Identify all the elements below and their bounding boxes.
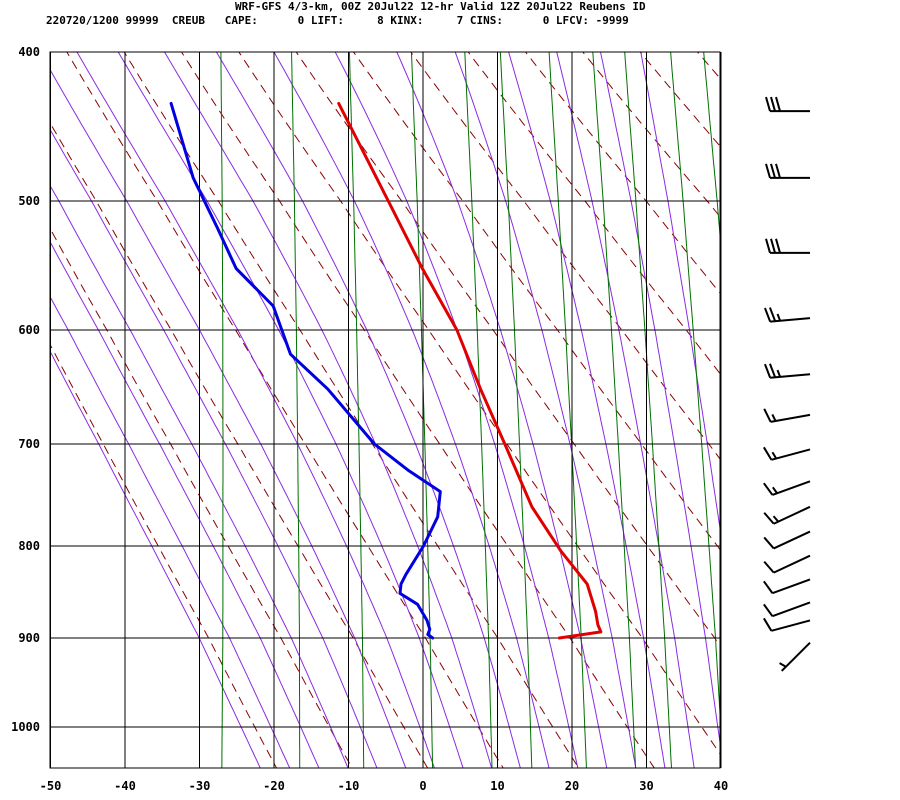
wind-barb — [765, 163, 810, 179]
moist-adiabat — [50, 184, 349, 768]
wind-barb — [763, 617, 811, 632]
dry-adiabat — [467, 52, 720, 375]
moist-adiabat — [50, 350, 261, 768]
dry-adiabat — [639, 52, 720, 147]
dry-adiabat — [582, 52, 720, 218]
x-tick-label: 0 — [419, 779, 426, 793]
wind-barb — [763, 530, 811, 550]
mixing-ratio-line — [670, 52, 720, 722]
moist-adiabat — [640, 52, 720, 532]
moist-adiabat — [334, 52, 579, 768]
y-tick-labels: 400 500 600 700 800 900 1000 — [11, 45, 40, 734]
dry-adiabat — [50, 227, 353, 768]
moist-adiabat — [76, 52, 435, 768]
moist-adiabat — [454, 52, 637, 768]
y-tick-label: 500 — [18, 194, 40, 208]
x-tick-label: 10 — [490, 779, 504, 793]
dry-adiabat — [740, 35, 900, 776]
dry-adiabat — [352, 52, 720, 551]
y-tick-label: 900 — [18, 631, 40, 645]
x-tick-label: -30 — [189, 779, 211, 793]
dry-adiabat — [854, 35, 900, 776]
dry-adiabat — [180, 52, 655, 768]
dry-adiabat — [696, 52, 720, 79]
wind-barb — [763, 408, 811, 423]
wind-barb — [763, 446, 811, 461]
wind-barb — [779, 641, 811, 672]
moist-adiabat — [396, 52, 608, 768]
x-tick-label: -10 — [338, 779, 360, 793]
mixing-ratio-line — [548, 52, 587, 768]
x-tick-label: 30 — [639, 779, 653, 793]
moist-adiabat — [599, 52, 720, 747]
dry-adiabat — [66, 52, 504, 768]
mixing-ratio-line — [464, 52, 493, 768]
wind-barb — [763, 601, 811, 618]
moist-adiabat — [508, 52, 666, 768]
moist-adiabat — [215, 52, 521, 768]
x-tick-labels: -50 -40 -30 -20 -10 0 10 20 30 40 — [40, 779, 729, 793]
moist-adiabat — [50, 295, 291, 768]
y-tick-label: 600 — [18, 323, 40, 337]
moist-adiabat — [50, 240, 320, 768]
y-tick-label: 1000 — [11, 720, 40, 734]
wind-barb — [765, 238, 810, 254]
mixing-ratio-line — [624, 52, 672, 768]
mixing-ratio-line — [220, 52, 224, 768]
wind-barb — [763, 554, 811, 574]
chart-title: WRF-GFS 4/3-km, 00Z 20Jul22 12-hr Valid … — [235, 0, 646, 13]
temperature-profile — [337, 101, 603, 640]
wind-barb — [764, 307, 811, 323]
y-tick-label: 800 — [18, 539, 40, 553]
background-lines — [50, 35, 900, 776]
x-tick-label: -40 — [114, 779, 136, 793]
wind-barb — [764, 363, 811, 379]
moist-adiabat — [50, 128, 378, 768]
y-tick-label: 400 — [18, 45, 40, 59]
y-tick-label: 700 — [18, 437, 40, 451]
dry-adiabat — [410, 52, 720, 460]
x-tick-label: 20 — [565, 779, 579, 793]
wind-barb — [763, 480, 811, 496]
dry-adiabat — [524, 52, 720, 294]
x-tick-label: -50 — [40, 779, 62, 793]
moist-adiabat — [117, 52, 464, 768]
mixing-ratio-line — [291, 52, 301, 768]
sounding-indices: 220720/1200 99999 CREUB CAPE: 0 LIFT: 8 … — [46, 14, 629, 27]
plot-frame — [49, 51, 721, 769]
dry-adiabat — [797, 35, 900, 776]
mixing-ratio-line — [348, 52, 365, 768]
mixing-ratio-line — [499, 52, 533, 768]
dry-adiabat — [238, 52, 720, 755]
mixing-ratio-line — [410, 52, 434, 768]
dry-adiabat — [50, 122, 429, 768]
profiles — [169, 101, 603, 640]
dry-adiabat — [295, 52, 720, 647]
moist-adiabat — [273, 52, 550, 768]
moist-adiabat — [556, 52, 695, 768]
wind-barb — [763, 505, 811, 525]
wind-barb — [763, 578, 811, 595]
x-tick-label: -20 — [263, 779, 285, 793]
wind-barb — [765, 96, 810, 113]
mixing-ratio-line — [592, 52, 637, 768]
dry-adiabat — [123, 52, 580, 768]
wind-barbs — [763, 96, 811, 672]
mixing-ratio-line — [703, 52, 720, 242]
dewpoint-profile — [169, 101, 442, 640]
dry-adiabat — [50, 343, 278, 768]
x-tick-label: 40 — [714, 779, 728, 793]
moist-adiabat — [163, 52, 493, 768]
